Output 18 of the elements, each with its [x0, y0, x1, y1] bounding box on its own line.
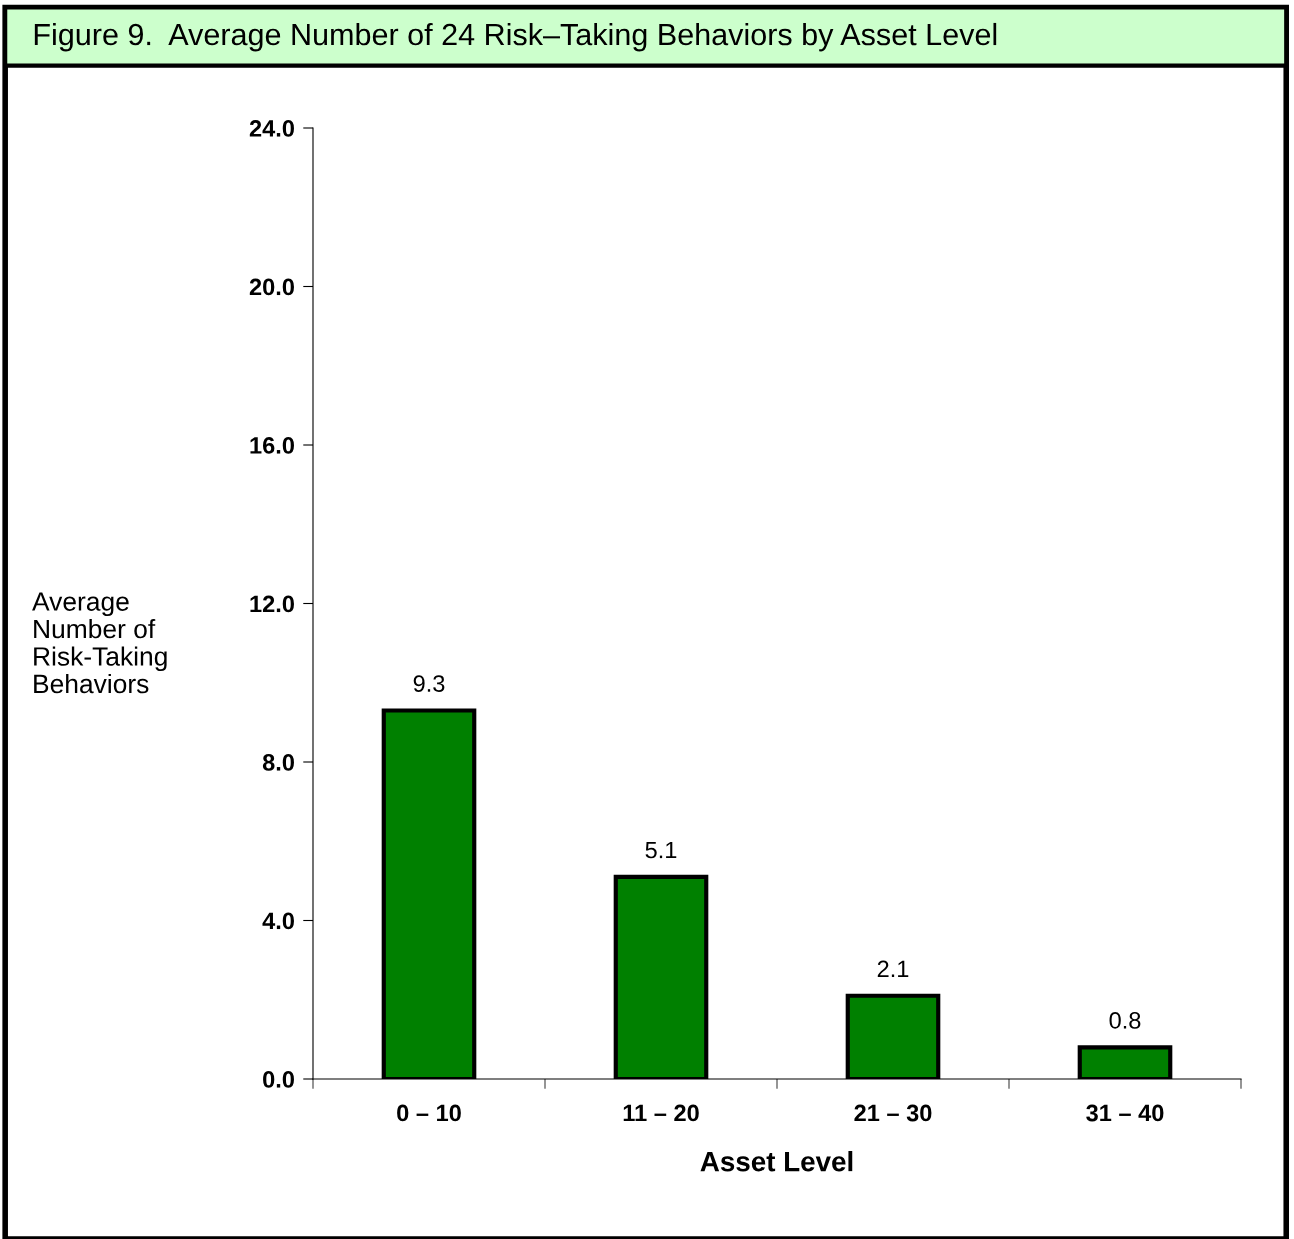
data-label: 5.1 — [645, 841, 677, 859]
y-tick-label: 12.0 — [250, 595, 294, 613]
x-tick-label: 31 – 40 — [1086, 1104, 1164, 1122]
y-tick-label: 0.0 — [263, 1071, 294, 1088]
x-tick-label: 11 – 20 — [623, 1104, 699, 1122]
data-label: 2.1 — [877, 960, 909, 977]
x-tick-label: 21 – 30 — [854, 1104, 932, 1122]
x-tick-label: 0 – 10 — [397, 1104, 461, 1122]
y-tick-label: 24.0 — [249, 120, 294, 137]
chart-title: Figure 9. Average Number of 24 Risk–Taking Behaviors by Asset Level — [34, 22, 997, 52]
y-tick-label: 8.0 — [262, 754, 294, 771]
y-tick-label: 16.0 — [250, 437, 294, 454]
data-label: 0.8 — [1109, 1012, 1141, 1029]
x-axis-title: Asset Level — [700, 1151, 853, 1172]
y-axis-title: Average Number of Risk-Taking Behaviors — [32, 592, 167, 694]
y-tick-label: 20.0 — [249, 278, 294, 296]
y-tick-label: 4.0 — [262, 912, 294, 930]
data-label: 9.3 — [413, 675, 445, 692]
